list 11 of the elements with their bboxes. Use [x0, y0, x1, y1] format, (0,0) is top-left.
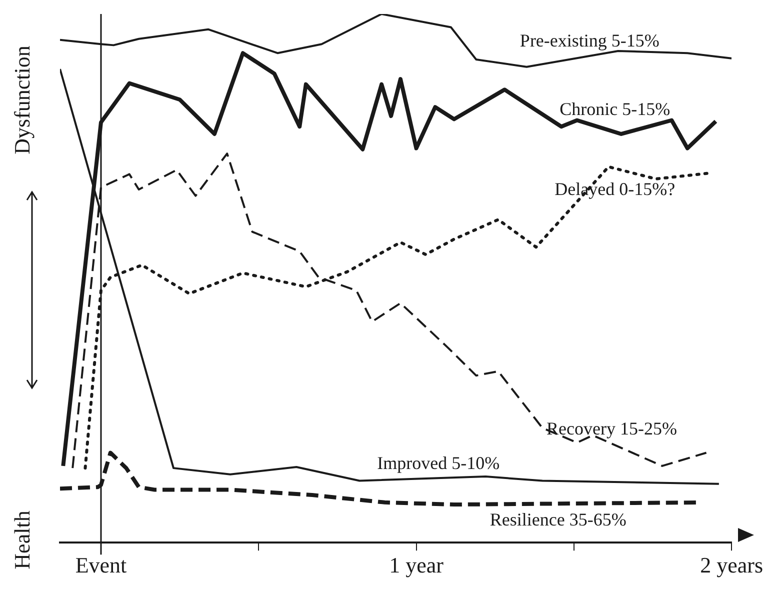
x-tick-label: 2 years — [700, 552, 763, 578]
series-label: Delayed 0-15%? — [554, 179, 676, 200]
series-label: Chronic 5-15% — [560, 98, 670, 119]
series-label: Resilience 35-65% — [490, 509, 626, 530]
text: Health — [8, 510, 35, 570]
x-tick-label: 1 year — [389, 552, 444, 578]
series-label: Pre-existing 5-15% — [520, 30, 660, 51]
text: Dysfunction — [8, 46, 35, 154]
series-label: Improved 5-10% — [377, 452, 500, 473]
series-label: Recovery 15-25% — [546, 418, 677, 438]
x-tick-label: Event — [75, 552, 127, 578]
